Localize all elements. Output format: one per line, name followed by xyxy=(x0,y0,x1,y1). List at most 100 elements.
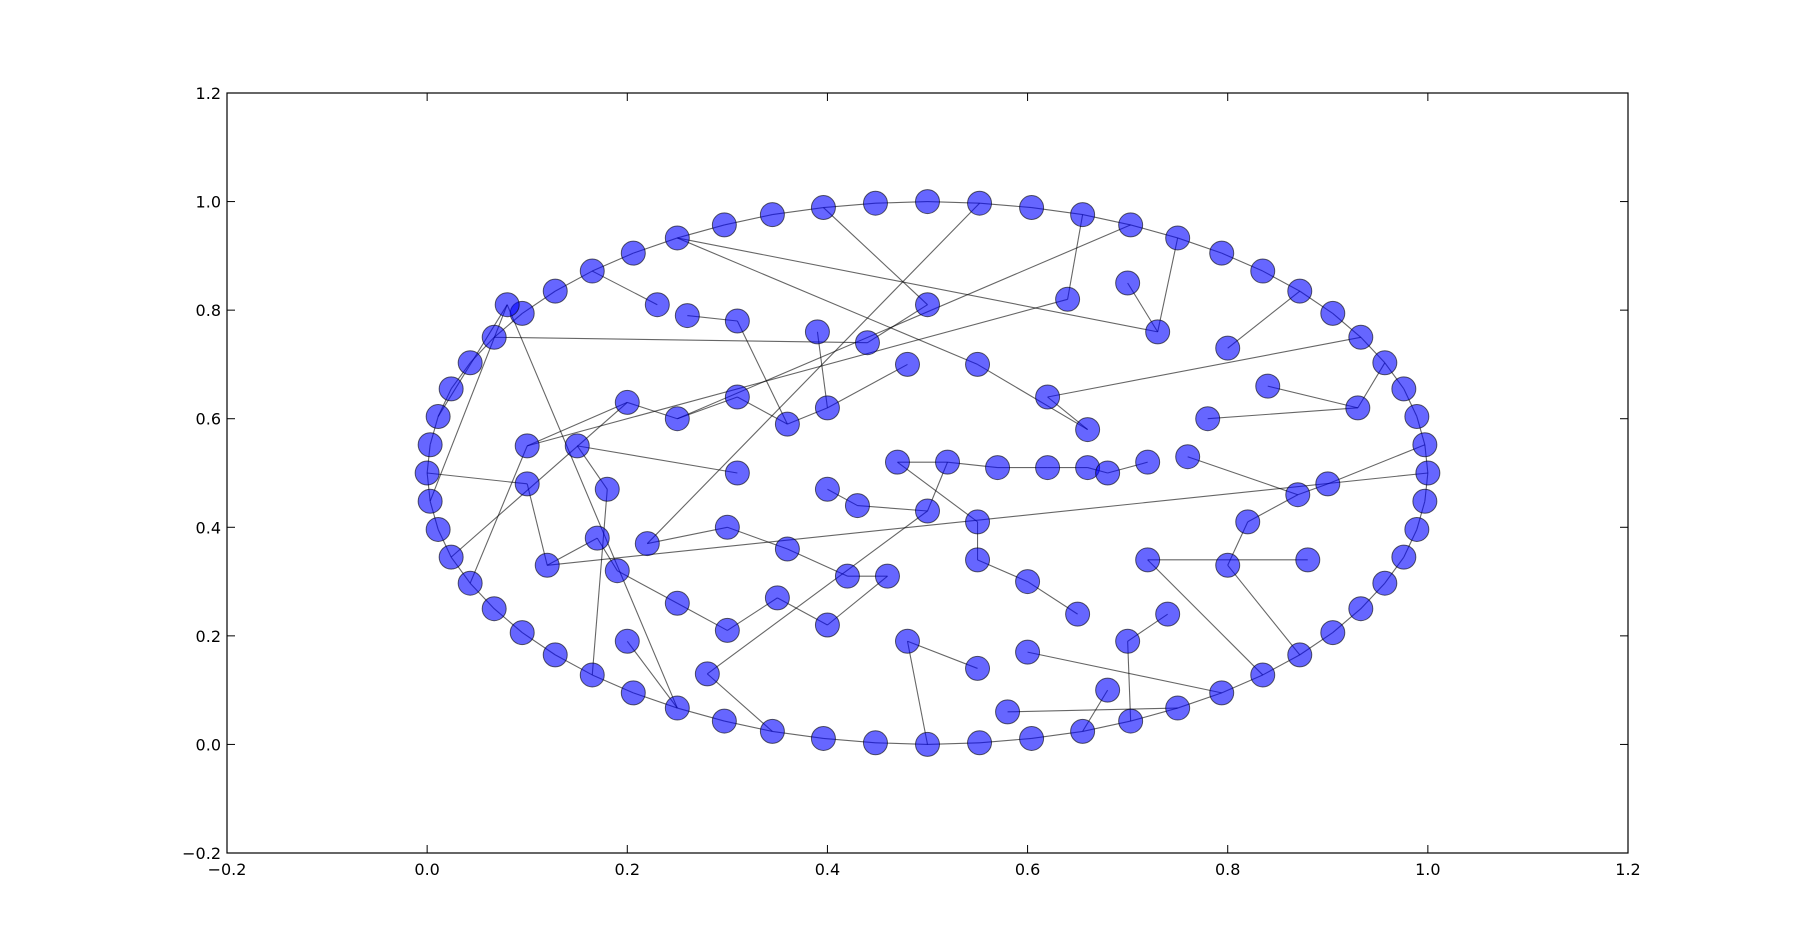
node xyxy=(1095,460,1121,486)
node xyxy=(457,350,483,376)
node xyxy=(935,449,961,475)
node xyxy=(564,433,590,459)
node xyxy=(1145,319,1171,345)
x-tick-label: 0.2 xyxy=(615,860,640,879)
node xyxy=(1019,725,1045,751)
node xyxy=(594,476,620,502)
node xyxy=(494,292,520,318)
node xyxy=(620,680,646,706)
node xyxy=(1209,680,1235,706)
edge xyxy=(1047,336,1361,398)
node xyxy=(814,476,840,502)
node xyxy=(711,212,737,238)
node xyxy=(1404,516,1430,542)
node xyxy=(884,449,910,475)
edge xyxy=(1227,290,1301,349)
node xyxy=(664,590,690,616)
node xyxy=(534,552,560,578)
node xyxy=(1287,642,1313,668)
y-tick-label: 1.2 xyxy=(196,84,221,103)
node xyxy=(1315,471,1341,497)
node xyxy=(1320,620,1346,646)
node xyxy=(542,642,568,668)
node xyxy=(417,432,443,458)
node xyxy=(1391,544,1417,570)
edge xyxy=(907,640,978,669)
edge xyxy=(823,207,928,306)
node xyxy=(1372,350,1398,376)
node xyxy=(862,730,888,756)
node xyxy=(1250,662,1276,688)
node xyxy=(1348,596,1374,622)
node xyxy=(965,351,991,377)
edge xyxy=(707,510,928,675)
node xyxy=(1035,384,1061,410)
node xyxy=(965,547,991,573)
node xyxy=(514,433,540,459)
node xyxy=(579,258,605,284)
node xyxy=(614,628,640,654)
node xyxy=(1015,639,1041,665)
node xyxy=(514,471,540,497)
node xyxy=(674,303,700,329)
node xyxy=(834,563,860,589)
x-tick-label: 1.2 xyxy=(1615,860,1640,879)
node xyxy=(1404,404,1430,430)
node xyxy=(1015,569,1041,595)
edge xyxy=(1207,407,1358,420)
node xyxy=(711,708,737,734)
node xyxy=(965,509,991,535)
node xyxy=(1155,601,1181,627)
node xyxy=(814,395,840,421)
edge xyxy=(677,237,978,365)
node xyxy=(694,661,720,687)
node xyxy=(542,278,568,304)
edge xyxy=(577,445,738,474)
node xyxy=(1115,628,1141,654)
node xyxy=(774,536,800,562)
node xyxy=(1165,695,1191,721)
y-tick-label: 0.4 xyxy=(196,518,221,537)
node xyxy=(1348,324,1374,350)
node xyxy=(1250,258,1276,284)
node xyxy=(965,655,991,681)
node xyxy=(425,404,451,430)
node xyxy=(759,202,785,228)
node xyxy=(457,570,483,596)
node xyxy=(714,514,740,540)
edge xyxy=(677,237,1158,333)
node xyxy=(1215,335,1241,361)
node xyxy=(481,324,507,350)
node xyxy=(417,488,443,514)
node xyxy=(844,493,870,519)
node xyxy=(1235,509,1261,535)
edge xyxy=(1327,444,1426,485)
node xyxy=(1055,286,1081,312)
edge xyxy=(827,363,908,409)
node xyxy=(1195,406,1221,432)
x-tick-label: 0.6 xyxy=(1015,860,1040,879)
node xyxy=(1372,570,1398,596)
node xyxy=(1019,195,1045,221)
node xyxy=(509,620,535,646)
edge xyxy=(469,445,528,584)
edge xyxy=(527,298,1068,447)
x-tick-label: 0.0 xyxy=(414,860,439,879)
node xyxy=(967,730,993,756)
node xyxy=(1412,432,1438,458)
nodes xyxy=(414,189,1441,757)
node xyxy=(724,384,750,410)
node xyxy=(894,628,920,654)
edge xyxy=(677,224,1131,420)
y-tick-label: 0.8 xyxy=(196,301,221,320)
axes: −0.2 0.0 0.2 0.4 0.6 0.8 1.0 1.2 −0.2 0.0 0.2 0.4 0.… xyxy=(182,84,1641,879)
edge xyxy=(450,402,628,558)
node xyxy=(1165,225,1191,251)
node xyxy=(1345,395,1371,421)
y-tick-label: 0.2 xyxy=(196,627,221,646)
node xyxy=(620,240,646,266)
edge xyxy=(1067,214,1084,300)
y-tick-label: 1.0 xyxy=(196,193,221,212)
node xyxy=(1118,212,1144,238)
